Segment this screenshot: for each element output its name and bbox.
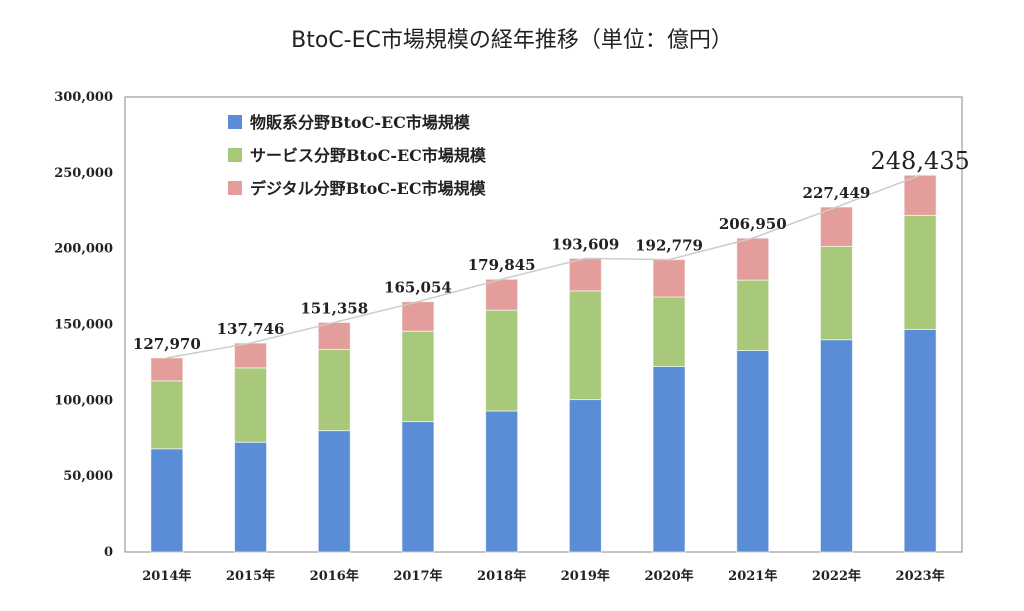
- x-tick-label: 2016年: [310, 568, 359, 584]
- y-tick-label: 250,000: [54, 166, 113, 181]
- total-trend-line: [166, 174, 921, 359]
- bar-segment: [401, 421, 435, 553]
- y-tick-label: 0: [104, 545, 113, 560]
- bar-segment: [401, 330, 435, 423]
- total-label: 151,358: [300, 299, 368, 317]
- x-tick-label: 2014年: [142, 568, 191, 584]
- bar-segment: [736, 349, 770, 553]
- bar-segment: [568, 257, 602, 292]
- bar-segment: [150, 448, 184, 553]
- total-label: 248,435: [871, 147, 970, 175]
- total-line: [166, 174, 921, 359]
- bar-segment: [485, 410, 519, 553]
- bar-segment: [485, 309, 519, 412]
- bar-segment: [234, 367, 268, 443]
- bar-segment: [317, 321, 351, 350]
- x-tick-label: 2020年: [644, 568, 693, 584]
- bar-segment: [317, 348, 351, 432]
- legend-label: デジタル分野BtoC-EC市場規模: [250, 179, 487, 198]
- bar-segment: [819, 206, 853, 247]
- bar-segment: [652, 296, 686, 367]
- bar-segment: [736, 279, 770, 351]
- bars: [150, 174, 937, 553]
- y-tick-label: 300,000: [54, 90, 113, 105]
- y-tick-label: 100,000: [54, 393, 113, 408]
- legend-swatch: [228, 181, 242, 195]
- bar-segment: [568, 399, 602, 553]
- plot-frame: [124, 96, 963, 553]
- legend-label: サービス分野BtoC-EC市場規模: [250, 146, 487, 165]
- bar-segment: [903, 174, 937, 216]
- total-label: 193,609: [551, 235, 619, 253]
- bar-segment: [234, 441, 268, 553]
- x-tick-label: 2018年: [477, 568, 526, 584]
- plot-border: [124, 96, 963, 553]
- bar-segment: [819, 245, 853, 341]
- legend-swatch: [228, 148, 242, 162]
- bar-segment: [903, 328, 937, 553]
- y-tick-label: 150,000: [54, 318, 113, 333]
- bar-segment: [568, 290, 602, 401]
- bar-segment: [234, 342, 268, 369]
- x-tick-label: 2017年: [393, 568, 442, 584]
- total-label: 137,746: [217, 320, 285, 338]
- total-label: 227,449: [803, 184, 871, 202]
- y-tick-label: 200,000: [54, 242, 113, 257]
- total-label: 206,950: [719, 215, 787, 233]
- bar-segment: [736, 237, 770, 281]
- x-tick-label: 2022年: [812, 568, 861, 584]
- bar-segment: [317, 430, 351, 553]
- total-label: 192,779: [635, 237, 703, 255]
- bar-segment: [903, 214, 937, 330]
- bar-segment: [150, 357, 184, 382]
- bar-segment: [819, 339, 853, 553]
- legend-swatch: [228, 115, 242, 129]
- total-label: 127,970: [133, 335, 201, 353]
- legend: 物販系分野BtoC-EC市場規模サービス分野BtoC-EC市場規模デジタル分野B…: [228, 113, 487, 198]
- bar-segment: [485, 278, 519, 311]
- x-axis: 2014年 2015年 2016年 2017年 2018年 2019年 2020年 2021年…: [142, 568, 944, 584]
- x-tick-label: 2015年: [226, 568, 275, 584]
- chart-title: BtoC-EC市場規模の経年推移（単位：億円）: [291, 28, 733, 53]
- x-tick-label: 2023年: [896, 568, 945, 584]
- y-axis: 0 50,000 100,000 150,000 200,000 250,000 300,0…: [54, 90, 113, 560]
- x-tick-label: 2021年: [728, 568, 777, 584]
- total-label: 179,845: [468, 256, 536, 274]
- y-tick-label: 50,000: [63, 469, 113, 484]
- x-tick-label: 2019年: [561, 568, 610, 584]
- total-label: 165,054: [384, 279, 452, 297]
- bar-segment: [652, 365, 686, 553]
- total-labels: 127,970 137,746 151,358 165,054 179,845 193,6…: [133, 147, 970, 353]
- legend-label: 物販系分野BtoC-EC市場規模: [250, 113, 471, 132]
- bar-segment: [150, 380, 184, 450]
- bar-segment: [401, 301, 435, 332]
- bar-segment: [652, 259, 686, 298]
